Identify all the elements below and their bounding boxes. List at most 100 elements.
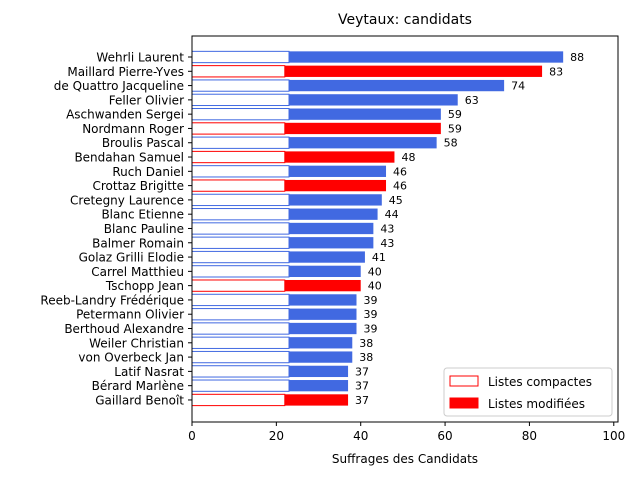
bar-modified [289,337,353,349]
data-label: 37 [355,365,369,378]
data-label: 39 [363,294,377,307]
y-tick-label: Gaillard Benoît [95,393,184,407]
data-label: 63 [465,94,479,107]
data-label: 83 [549,65,563,78]
y-tick-label: Berthoud Alexandre [64,322,184,336]
y-tick-label: Nordmann Roger [82,122,184,136]
data-label: 37 [355,380,369,393]
bar-modified [284,65,543,77]
data-label: 46 [393,180,407,193]
bar-compact [191,165,290,178]
bar-compact [191,308,290,321]
bar-compact [191,236,290,249]
data-label: 40 [368,265,382,278]
data-label: 59 [448,122,462,135]
plot-frame [191,35,619,423]
bar-modified [284,279,361,292]
bar-modified [289,365,349,378]
bar-compact [191,393,286,407]
legend: Listes compactes Listes modifiées [443,367,613,417]
y-tick-label: Maillard Pierre-Yves [67,65,184,79]
x-tick-label: 60 [437,429,452,443]
data-label: 39 [363,323,377,336]
y-tick-label: Wehrli Laurent [96,51,184,65]
bar-modified [284,394,349,406]
bar-modified [289,79,505,92]
y-tick-label: Crottaz Brigitte [92,179,184,193]
x-axis: 0 20 40 60 80 100 [188,422,625,443]
data-label: 38 [359,351,373,364]
value-labels-layer: 8883746359595848464645444343414040393939… [355,51,584,407]
bar-compact [191,293,290,307]
bar-modified [284,122,441,135]
bar-modified [289,194,382,206]
bar-compact [191,150,286,164]
bar-compact [191,50,290,64]
legend-box [443,367,613,417]
bar-compact [191,65,286,78]
legend-swatch [449,375,479,387]
bar-compact [191,122,286,135]
y-tick-label: Balmer Romain [92,236,184,250]
y-tick-label: Ruch Daniel [112,165,184,179]
data-label: 37 [355,394,369,407]
y-tick-label: Reeb-Landry Frédérique [40,293,184,307]
y-tick-label: Weiler Christian [89,336,184,350]
bar-modified [289,237,374,249]
data-label: 39 [363,308,377,321]
chart-title: Veytaux: candidats [338,12,472,28]
y-tick-label: Bendahan Samuel [74,151,184,165]
bar-compact [191,336,290,349]
y-tick-label: Cretegny Laurence [70,193,184,207]
y-tick-label: Bérard Marlène [92,379,184,393]
bar-modified [289,137,437,149]
y-tick-label: von Overbeck Jan [78,351,184,365]
bar-modified [289,308,357,320]
y-tick-label: Golaz Grilli Elodie [79,251,184,265]
legend-label: Listes modifiées [488,397,585,411]
bar-modified [284,151,395,163]
data-label: 44 [385,208,399,221]
data-label: 46 [393,165,407,178]
bar-modified [289,94,458,106]
data-label: 74 [511,80,525,93]
data-label: 41 [372,251,386,264]
bar-compact [191,79,290,92]
bar-modified [284,179,387,192]
bar-compact [191,136,290,149]
x-tick-label: 20 [269,429,284,443]
x-tick-label: 80 [522,429,537,443]
bar-modified [289,251,365,263]
bar-compact [191,365,290,378]
bars-layer [191,50,564,407]
bar-modified [289,351,353,363]
data-label: 88 [570,51,584,64]
bar-compact [191,193,290,207]
bar-compact [191,265,290,278]
y-tick-label: Blanc Pauline [104,222,184,236]
legend-swatch [449,397,479,409]
bar-compact [191,322,290,335]
bar-modified [289,108,441,120]
y-tick-label: Broulis Pascal [102,136,184,150]
data-label: 38 [359,337,373,350]
y-tick-label: Blanc Etienne [101,208,184,222]
data-label: 43 [380,222,394,235]
legend-label: Listes compactes [488,375,592,389]
data-label: 43 [380,237,394,250]
x-axis-label: Suffrages des Candidats [332,452,478,466]
x-tick-label: 0 [188,429,196,443]
y-tick-label: Feller Olivier [109,93,184,107]
y-tick-label: Aschwanden Sergei [66,108,184,122]
bar-compact [191,279,286,292]
data-label: 40 [368,280,382,293]
bar-compact [191,208,290,221]
bar-compact [191,179,286,192]
x-tick-label: 100 [602,429,625,443]
bar-modified [289,222,374,235]
data-label: 45 [389,194,403,207]
bar-modified [289,380,349,392]
bar-compact [191,350,290,364]
